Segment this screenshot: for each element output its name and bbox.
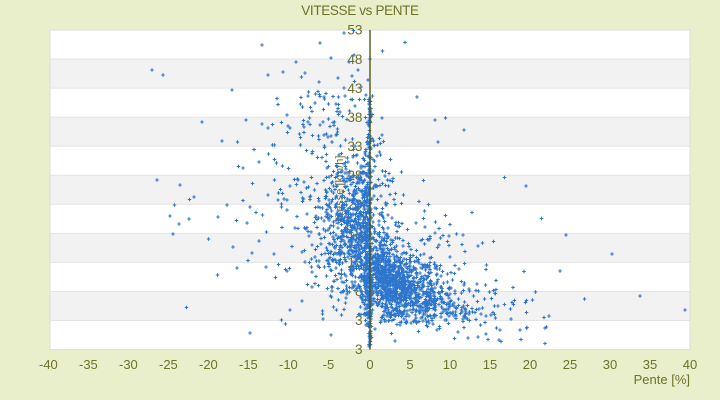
- svg-text:VITESSE vs PENTE: VITESSE vs PENTE: [301, 3, 419, 18]
- svg-text:-15: -15: [239, 357, 258, 372]
- svg-text:-25: -25: [159, 357, 178, 372]
- svg-text:48: 48: [347, 52, 362, 67]
- svg-text:38: 38: [347, 110, 362, 125]
- svg-text:35: 35: [643, 357, 657, 372]
- svg-text:15: 15: [483, 357, 497, 372]
- svg-text:43: 43: [347, 81, 362, 96]
- svg-text:-5: -5: [323, 357, 335, 372]
- svg-text:Pente [%]: Pente [%]: [634, 372, 690, 387]
- svg-text:-10: -10: [279, 357, 298, 372]
- svg-text:0: 0: [366, 357, 373, 372]
- svg-text:25: 25: [563, 357, 577, 372]
- svg-text:20: 20: [523, 357, 537, 372]
- svg-text:10: 10: [443, 357, 457, 372]
- svg-text:-30: -30: [119, 357, 138, 372]
- svg-text:3: 3: [355, 313, 363, 328]
- svg-text:3: 3: [355, 342, 363, 357]
- svg-text:-40: -40: [39, 357, 58, 372]
- svg-text:-20: -20: [199, 357, 218, 372]
- svg-text:8: 8: [355, 284, 363, 299]
- svg-text:-35: -35: [79, 357, 98, 372]
- svg-text:5: 5: [406, 357, 413, 372]
- svg-text:30: 30: [603, 357, 617, 372]
- svg-text:40: 40: [683, 357, 697, 372]
